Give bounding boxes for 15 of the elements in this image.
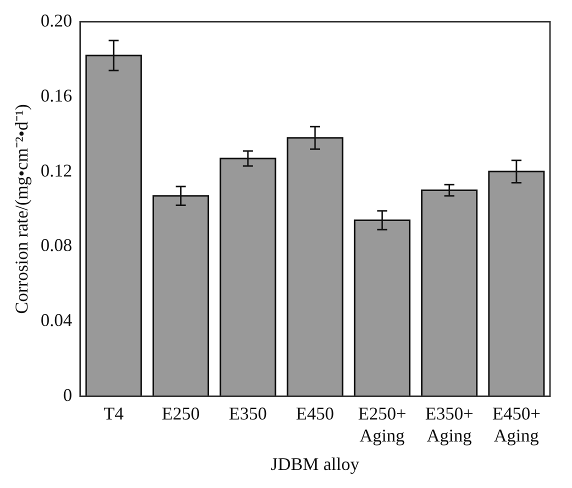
x-tick-label: E350+ Aging bbox=[425, 404, 474, 446]
x-tick-label: E450 bbox=[296, 404, 334, 424]
y-tick-label: 0.08 bbox=[40, 235, 72, 256]
x-tick-label: E350 bbox=[228, 404, 267, 424]
y-tick-label: 0.16 bbox=[40, 85, 72, 106]
y-axis-title: Corrosion rate/(mg•cm⁻²•d⁻¹) bbox=[12, 104, 32, 314]
x-tick-label: T4 bbox=[104, 404, 124, 424]
x-axis-title: JDBM alloy bbox=[270, 454, 360, 474]
x-tick-label: E250 bbox=[162, 404, 200, 424]
x-tick-label: E450+ Aging bbox=[492, 404, 541, 446]
y-tick-label: 0.20 bbox=[40, 10, 72, 31]
x-tick-label: E250+ Aging bbox=[358, 404, 406, 446]
y-tick-label: 0 bbox=[63, 384, 72, 405]
y-tick-label: 0.12 bbox=[40, 160, 72, 180]
y-tick-label: 0.04 bbox=[40, 310, 72, 330]
